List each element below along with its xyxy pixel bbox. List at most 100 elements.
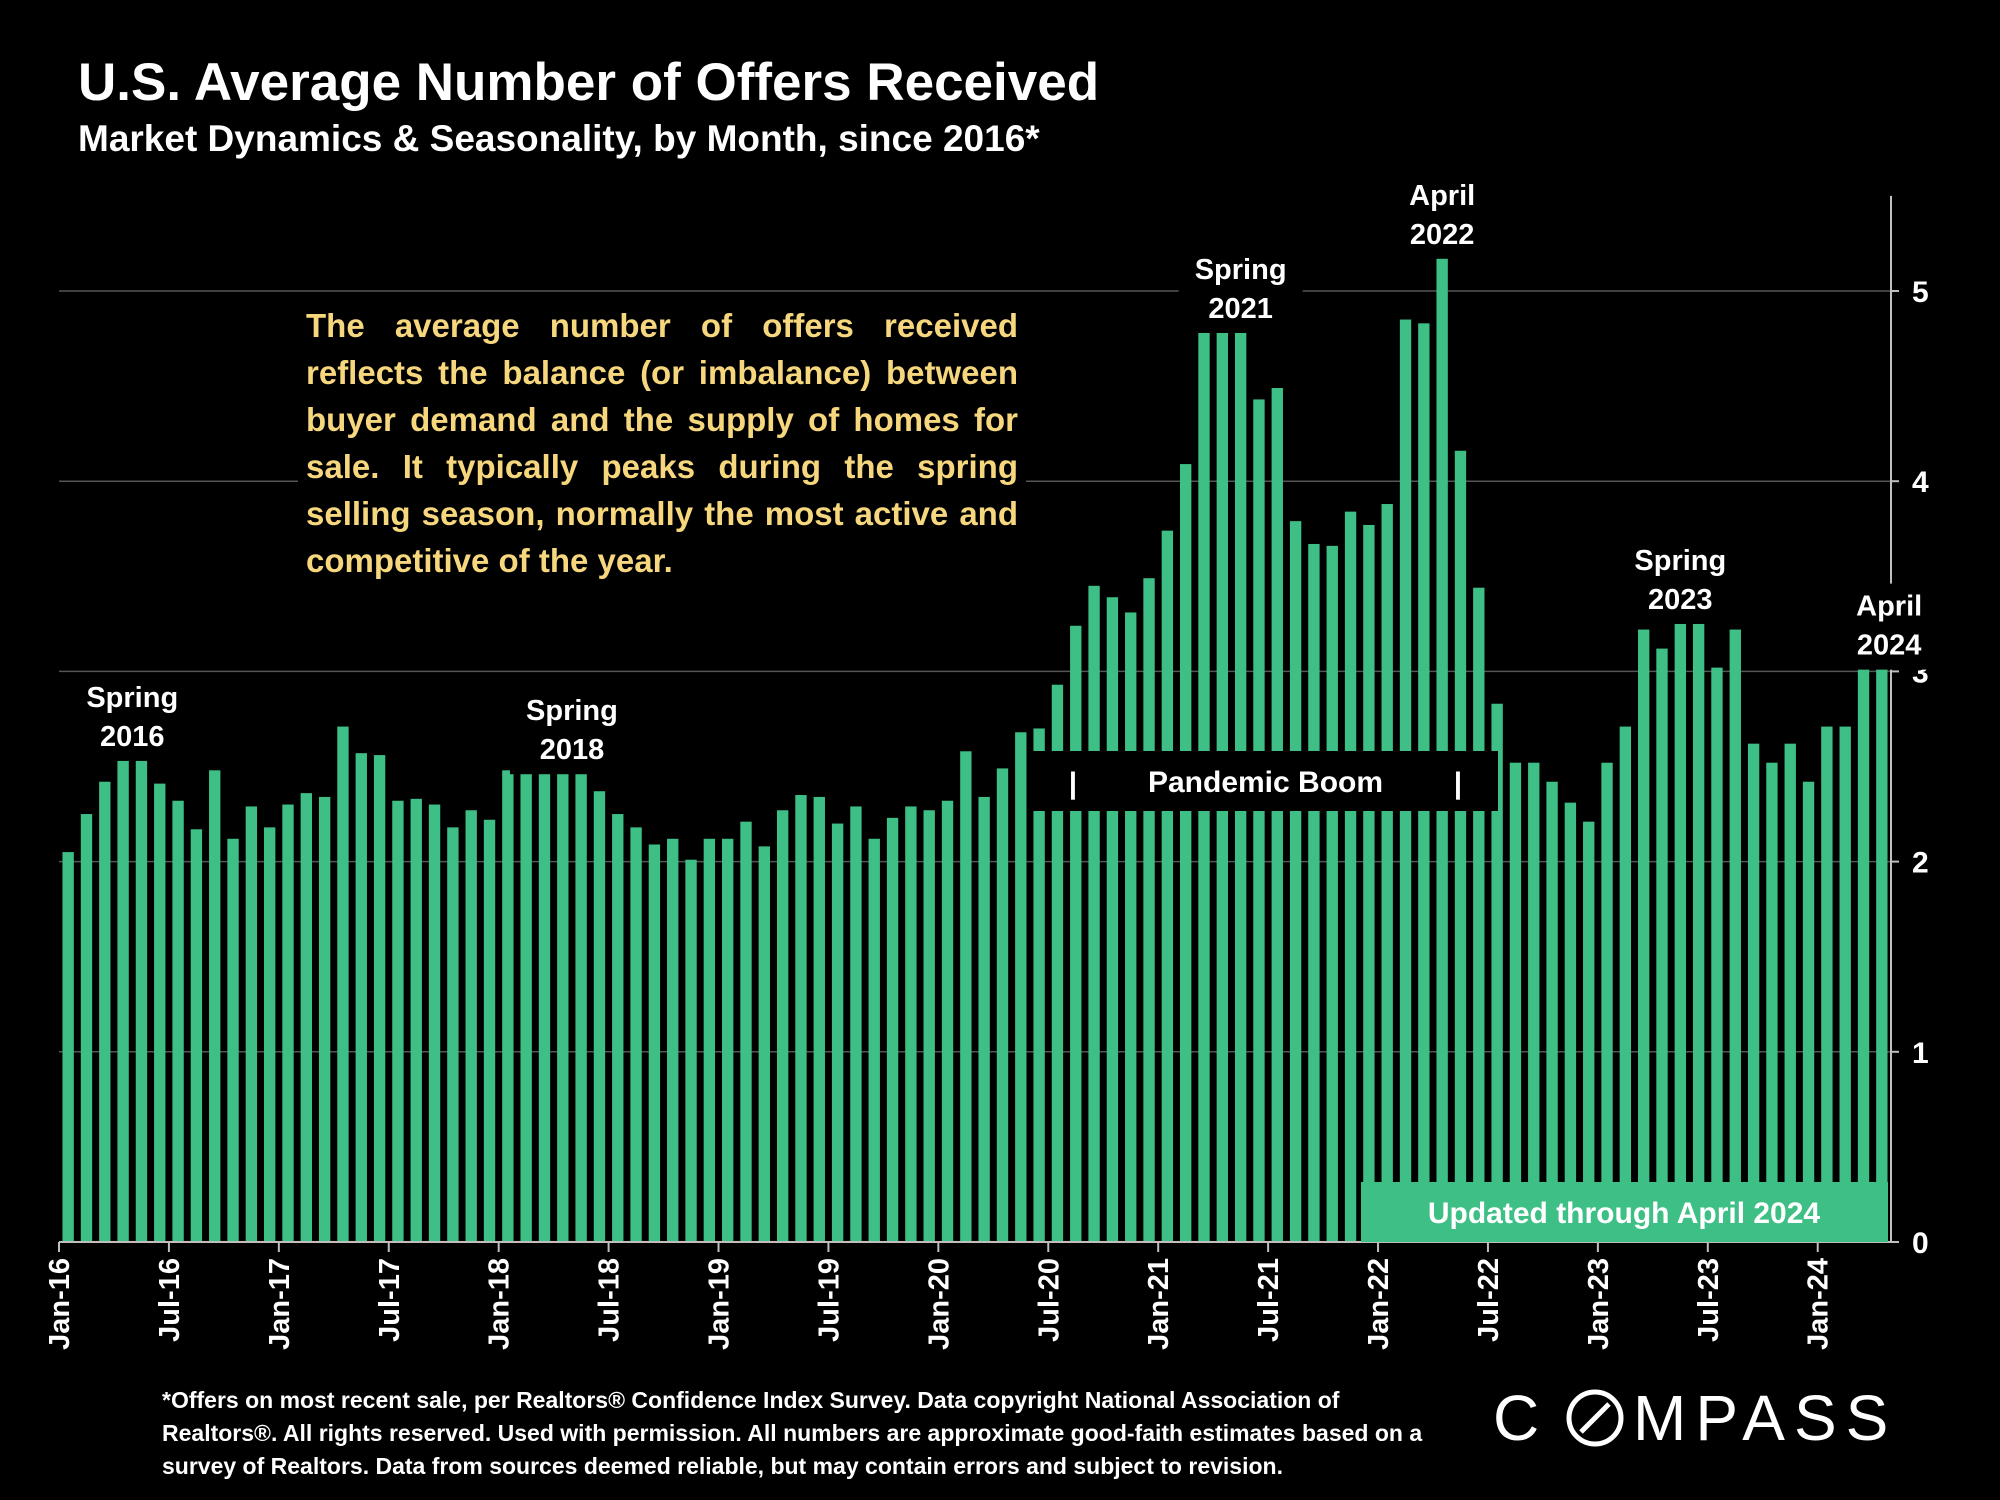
bar — [630, 827, 642, 1242]
bar — [227, 838, 239, 1242]
bar — [318, 796, 331, 1242]
bar — [373, 755, 386, 1242]
x-tick-label: Jul-18 — [594, 1258, 626, 1342]
annotation-label: Spring 2018 — [509, 688, 634, 775]
bar — [740, 821, 752, 1242]
bar — [685, 859, 697, 1242]
bar — [1528, 762, 1540, 1242]
bar — [1308, 543, 1320, 1242]
annotation-background — [70, 674, 195, 761]
bar — [1106, 597, 1119, 1242]
bar — [612, 814, 624, 1242]
annotation-line: April — [1409, 180, 1475, 212]
bar — [483, 819, 496, 1242]
bar — [1876, 629, 1888, 1242]
pandemic-boom-text: Pandemic Boom — [1148, 766, 1383, 799]
annotation-label: April 2022 — [1380, 172, 1505, 259]
annotation-background — [1618, 537, 1743, 624]
annotation-line: 2016 — [100, 721, 165, 753]
bar — [1583, 821, 1595, 1242]
annotation-line: 2022 — [1410, 219, 1475, 251]
footnote: *Offers on most recent sale, per Realtor… — [162, 1387, 1423, 1479]
x-tick-label: Jan-23 — [1583, 1258, 1615, 1350]
bar — [1289, 521, 1302, 1242]
bar — [1802, 781, 1815, 1242]
annotation-line: Spring — [86, 682, 178, 714]
bar — [1015, 732, 1027, 1242]
bar — [264, 827, 276, 1242]
bar — [80, 814, 93, 1242]
bar — [923, 810, 935, 1242]
bar — [392, 800, 404, 1242]
x-tick-label: Jan-16 — [44, 1258, 76, 1350]
bar — [1564, 802, 1577, 1242]
annotation-background — [509, 688, 634, 775]
bar — [1821, 726, 1833, 1242]
x-tick-label: Jan-17 — [264, 1258, 296, 1350]
annotation-label: Spring 2016 — [70, 674, 195, 761]
bar — [1363, 524, 1375, 1242]
bar — [557, 758, 569, 1242]
bar — [135, 743, 148, 1242]
x-tick-label: Jul-22 — [1473, 1258, 1505, 1342]
updated-banner: Updated through April 2024 — [1361, 1182, 1888, 1242]
bar — [1747, 743, 1760, 1242]
bar — [1509, 762, 1522, 1242]
annotation-label: Spring 2023 — [1618, 537, 1743, 624]
bar — [960, 751, 972, 1242]
bar — [1784, 743, 1796, 1242]
bar — [62, 852, 74, 1242]
bar — [1051, 684, 1064, 1242]
annotations: Spring 2016 Spring 2018 Spring 2021 April 2022 S… — [70, 172, 1952, 1242]
compass-logo-text: C — [1493, 1382, 1548, 1454]
bar — [1638, 629, 1650, 1242]
annotation-background — [1178, 246, 1303, 333]
annotation-line: Spring — [1195, 254, 1287, 286]
bar — [1125, 612, 1137, 1242]
bar — [850, 806, 862, 1242]
description-text: The average number of offers received re… — [298, 298, 1026, 592]
x-tick-label: Jul-20 — [1033, 1258, 1065, 1342]
bar — [282, 804, 294, 1242]
bar — [722, 838, 734, 1242]
bar — [1839, 726, 1851, 1242]
bar — [1436, 201, 1448, 1243]
annotation-line: 2023 — [1648, 584, 1713, 616]
bar — [154, 783, 166, 1242]
y-tick-label: 4 — [1912, 466, 1929, 499]
bars — [62, 201, 1888, 1243]
annotation-label: April 2024 — [1827, 583, 1952, 670]
x-tick-label: Jan-24 — [1803, 1258, 1835, 1350]
bar — [209, 770, 221, 1242]
bar — [1143, 578, 1155, 1242]
updated-banner-text: Updated through April 2024 — [1428, 1197, 1821, 1230]
annotation-line: 2018 — [540, 734, 605, 766]
bar — [1711, 667, 1723, 1242]
bar — [245, 806, 258, 1242]
bar — [1454, 450, 1467, 1242]
bar — [502, 770, 514, 1242]
annotation-line: 2021 — [1208, 293, 1273, 325]
bar — [1473, 587, 1485, 1242]
bar — [1033, 728, 1045, 1242]
bar — [1857, 648, 1870, 1242]
pandemic-boom-label: | Pandemic Boom | — [1033, 751, 1498, 811]
annotation-line: April — [1856, 591, 1922, 623]
x-tick-label: Jan-21 — [1143, 1258, 1175, 1350]
compass-logo-text-rest: MPASS — [1633, 1382, 1897, 1454]
bar — [1381, 504, 1393, 1242]
bar — [1326, 545, 1338, 1242]
x-tick-label: Jul-19 — [813, 1258, 845, 1342]
y-tick-label: 2 — [1912, 847, 1929, 880]
bar — [996, 768, 1009, 1242]
y-tick-label: 0 — [1912, 1227, 1929, 1260]
bar — [648, 844, 661, 1242]
bar — [465, 810, 477, 1242]
y-tick-label: 1 — [1912, 1037, 1929, 1070]
bar — [1070, 625, 1082, 1242]
bar — [1729, 629, 1741, 1242]
annotation-line: Spring — [526, 695, 618, 727]
bar — [538, 760, 551, 1242]
x-tick-label: Jul-16 — [154, 1258, 186, 1342]
